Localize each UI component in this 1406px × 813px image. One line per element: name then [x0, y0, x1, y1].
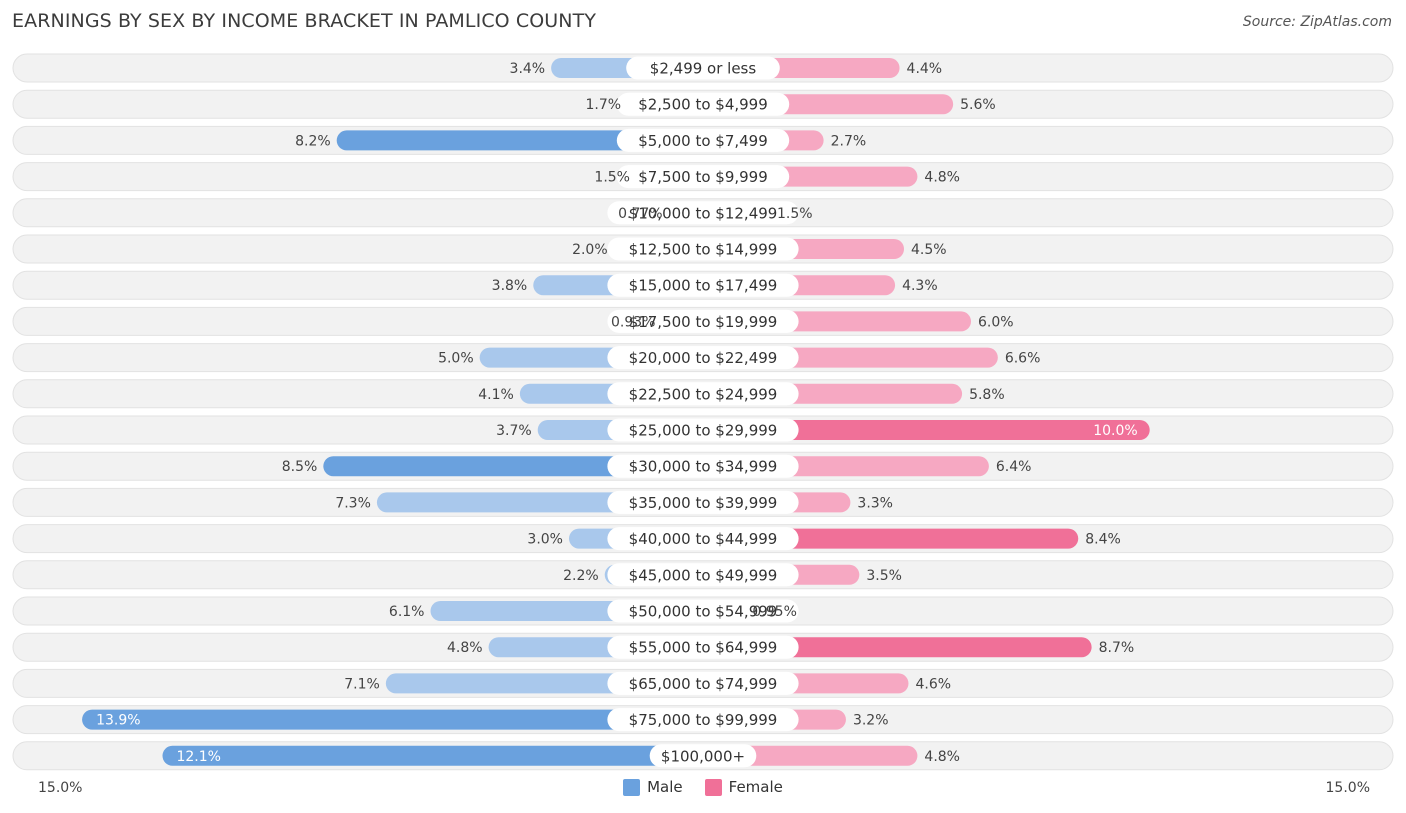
female-value-label: 4.8% [924, 749, 960, 765]
female-bar [703, 745, 918, 766]
category-label-pill [626, 56, 780, 80]
category-label: $17,500 to $19,999 [629, 313, 778, 331]
male-value-label: 0.93% [611, 314, 655, 330]
male-value-label: 5.0% [438, 351, 474, 367]
category-label: $5,000 to $7,499 [638, 132, 768, 150]
male-value-label: 1.5% [594, 170, 630, 186]
female-value-label: 5.8% [969, 387, 1005, 403]
legend-item-female[interactable]: Female [704, 778, 783, 796]
legend-label-male: Male [647, 778, 683, 796]
male-value-label: 13.9% [96, 713, 140, 729]
category-label: $2,499 or less [650, 60, 757, 78]
female-value-label: 8.4% [1085, 532, 1121, 548]
male-value-label: 4.1% [478, 387, 514, 403]
female-value-label: 4.6% [915, 676, 951, 692]
legend-label-female: Female [728, 778, 783, 796]
category-label: $30,000 to $34,999 [629, 458, 778, 476]
male-bar [323, 456, 703, 477]
male-value-label: 8.2% [295, 133, 331, 149]
category-label: $65,000 to $74,999 [629, 675, 778, 693]
category-label-pill [607, 671, 799, 695]
category-label-pill [607, 418, 799, 442]
female-value-label: 6.0% [978, 314, 1014, 330]
category-label-pill [607, 490, 799, 514]
female-value-label: 6.4% [996, 459, 1032, 475]
female-value-label: 6.6% [1005, 351, 1041, 367]
female-value-label: 8.7% [1099, 640, 1135, 656]
category-label-pill [607, 708, 799, 732]
category-label: $35,000 to $39,999 [629, 494, 778, 512]
male-bar [336, 130, 703, 151]
category-label-pill [607, 273, 799, 297]
male-bar [162, 745, 704, 766]
category-label: $40,000 to $44,999 [629, 530, 778, 548]
female-value-label: 4.4% [907, 61, 943, 77]
category-label: $7,500 to $9,999 [638, 168, 768, 186]
category-label-pill [616, 165, 790, 189]
female-value-label: 5.6% [960, 97, 996, 113]
category-label-pill [616, 128, 790, 152]
category-label-pill [607, 563, 799, 587]
category-label: $10,000 to $12,499 [629, 204, 778, 222]
male-value-label: 3.4% [510, 61, 546, 77]
category-label-pill [607, 237, 799, 261]
male-value-label: 3.7% [496, 423, 532, 439]
category-label-pill [607, 382, 799, 406]
legend-item-male[interactable]: Male [623, 778, 683, 796]
category-label-pill [607, 454, 799, 478]
male-value-label: 2.0% [572, 242, 608, 258]
male-value-label: 8.5% [282, 459, 318, 475]
female-value-label: 3.5% [866, 568, 902, 584]
category-label: $20,000 to $22,499 [629, 349, 778, 367]
legend-swatch-male [623, 778, 641, 796]
female-value-label: 2.7% [831, 133, 867, 149]
source-note: Source: ZipAtlas.com [1242, 14, 1392, 30]
female-value-label: 1.5% [777, 206, 813, 222]
female-bar [703, 637, 1092, 658]
category-label-pill [607, 346, 799, 370]
category-label: $22,500 to $24,999 [629, 385, 778, 403]
category-label-pill [607, 527, 799, 551]
category-label-pill [607, 635, 799, 659]
category-label-pill [607, 201, 799, 225]
male-bar [82, 709, 704, 730]
category-label-pill [607, 599, 799, 623]
male-value-label: 7.3% [335, 495, 371, 511]
category-label: $45,000 to $49,999 [629, 566, 778, 584]
legend-swatch-female [704, 778, 722, 796]
category-label: $75,000 to $99,999 [629, 711, 778, 729]
female-bar [703, 420, 1150, 440]
male-value-label: 12.1% [176, 749, 220, 765]
female-value-label: 4.3% [902, 278, 938, 294]
female-value-label: 3.2% [853, 713, 889, 729]
male-value-label: 1.7% [585, 97, 621, 113]
male-value-label: 4.8% [447, 640, 483, 656]
male-value-label: 0.77% [618, 206, 662, 222]
female-value-label: 0.95% [752, 604, 796, 620]
male-value-label: 2.2% [563, 568, 599, 584]
category-label: $50,000 to $54,999 [629, 603, 778, 621]
female-value-label: 4.5% [911, 242, 947, 258]
category-label: $100,000+ [661, 747, 745, 765]
category-label: $55,000 to $64,999 [629, 639, 778, 657]
male-value-label: 3.0% [527, 532, 563, 548]
male-value-label: 3.8% [492, 278, 528, 294]
category-label: $2,500 to $4,999 [638, 96, 768, 114]
category-label-pill [649, 744, 757, 768]
category-label-pill [616, 92, 790, 116]
axis-right-label: 15.0% [1325, 780, 1370, 796]
female-value-label: 3.3% [857, 495, 893, 511]
category-label-pill [607, 309, 799, 333]
chart-title: EARNINGS BY SEX BY INCOME BRACKET IN PAM… [12, 10, 597, 32]
category-label: $12,500 to $14,999 [629, 241, 778, 259]
male-value-label: 6.1% [389, 604, 425, 620]
female-value-label: 4.8% [924, 170, 960, 186]
male-value-label: 7.1% [344, 676, 380, 692]
axis-left-label: 15.0% [38, 780, 83, 796]
legend: Male Female [0, 778, 1406, 796]
category-label: $25,000 to $29,999 [629, 422, 778, 440]
female-value-label: 10.0% [1093, 423, 1137, 439]
category-label: $15,000 to $17,499 [629, 277, 778, 295]
